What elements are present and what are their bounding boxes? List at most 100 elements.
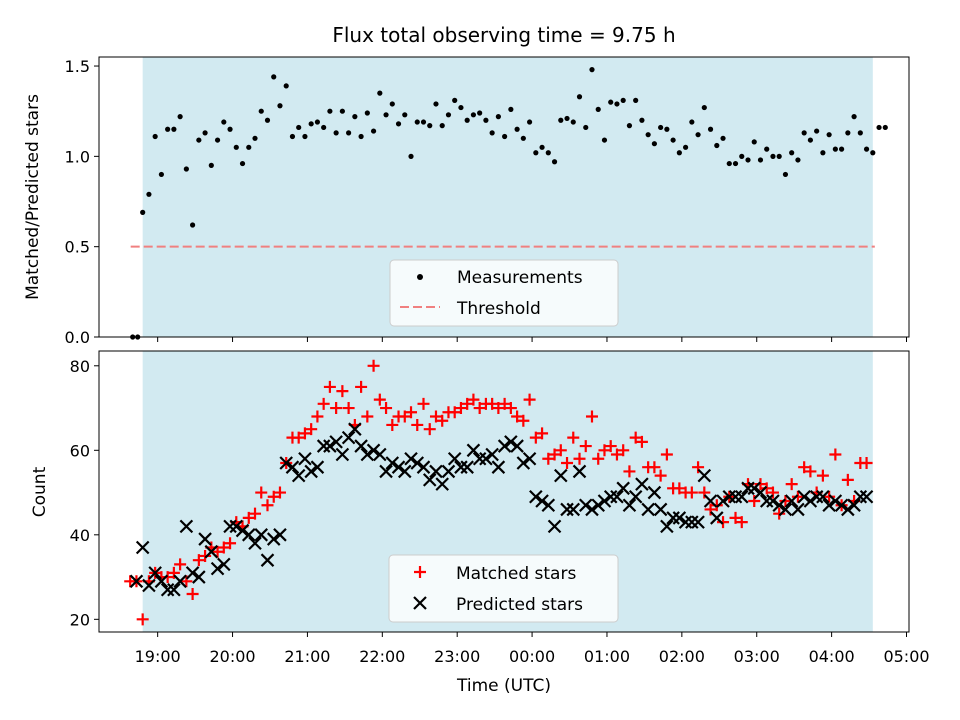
- predicted-star-point: [666, 511, 680, 525]
- measurement-point: [845, 130, 851, 136]
- measurement-point: [732, 160, 739, 167]
- predicted-star-point: [816, 490, 830, 504]
- matched-star-point: [298, 427, 311, 440]
- predicted-star-point: [429, 464, 443, 479]
- predicted-star-point: [460, 460, 474, 474]
- measurement-point: [782, 171, 789, 178]
- predicted-star-point: [154, 574, 169, 589]
- matched-star-point: [735, 516, 748, 529]
- predicted-star-point: [341, 430, 356, 445]
- figure-title: Flux total observing time = 9.75 h: [332, 23, 675, 47]
- predicted-star-point: [435, 477, 449, 491]
- matched-star-point: [841, 473, 854, 486]
- matched-star-point: [779, 495, 792, 508]
- predicted-star-point: [522, 451, 537, 466]
- measurement-point: [720, 135, 726, 141]
- measurement-point: [477, 110, 483, 116]
- measurement-point: [283, 83, 289, 89]
- measurement-point: [352, 114, 358, 120]
- measurement-point: [801, 130, 807, 136]
- measurement-point: [214, 137, 221, 143]
- predicted-star-point: [616, 481, 630, 496]
- predicted-star-point: [547, 519, 562, 534]
- predicted-stars-points: [129, 422, 874, 597]
- matched-star-point: [373, 393, 386, 406]
- matched-star-point: [567, 431, 580, 444]
- predicted-star-point: [697, 468, 712, 483]
- measurement-point: [208, 162, 214, 168]
- matched-star-point: [504, 402, 517, 415]
- matched-star-point: [292, 431, 305, 444]
- count-x-tick-label: 03:00: [734, 647, 780, 666]
- count-x-label: Time (UTC): [456, 676, 551, 696]
- predicted-star-point: [298, 451, 312, 466]
- predicted-star-point: [678, 515, 693, 529]
- measurement-point: [289, 133, 296, 140]
- measurement-point: [526, 119, 533, 125]
- predicted-star-point: [479, 451, 493, 466]
- measurement-point: [620, 97, 626, 103]
- measurement-point: [364, 110, 370, 116]
- predicted-star-point: [660, 519, 674, 534]
- count-y-axis: 20 40 60 80: [70, 357, 99, 629]
- predicted-star-point: [766, 494, 780, 508]
- measurement-point: [764, 146, 770, 152]
- measurement-point: [658, 124, 664, 131]
- matched-star-point: [249, 507, 262, 520]
- measurement-point: [258, 108, 264, 114]
- matched-star-point: [386, 418, 399, 431]
- matched-star-point: [429, 410, 442, 423]
- predicted-star-point: [142, 578, 156, 593]
- ratio-panel: 0.0 0.5 1.0 1.5 Matched/Predicted stars Mea…: [23, 56, 910, 347]
- measurement-point: [795, 157, 801, 163]
- matched-star-point: [623, 465, 636, 478]
- measurement-point: [870, 150, 876, 156]
- matched-star-point: [648, 461, 661, 474]
- matched-star-point: [454, 402, 467, 415]
- matched-star-point: [617, 444, 630, 457]
- predicted-star-point: [778, 502, 793, 517]
- legend-threshold-label: Threshold: [456, 299, 541, 319]
- ratio-y-label: Matched/Predicted stars: [23, 94, 43, 300]
- matched-star-point: [760, 482, 773, 495]
- measurement-point: [707, 126, 714, 132]
- matched-star-point: [461, 397, 474, 410]
- predicted-star-point: [329, 435, 343, 449]
- predicted-star-point: [541, 498, 556, 513]
- matched-star-point: [598, 444, 611, 457]
- predicted-star-point: [741, 481, 755, 496]
- count-legend-box: [388, 554, 619, 623]
- measurement-point: [583, 124, 589, 131]
- ratio-y-tick-label: 1.5: [65, 57, 90, 76]
- measurement-point: [152, 133, 158, 140]
- matched-star-point: [517, 414, 530, 427]
- matched-star-point: [536, 427, 549, 440]
- measurement-point: [264, 117, 271, 123]
- predicted-star-point: [485, 447, 499, 462]
- legend-predicted-marker: [413, 596, 427, 610]
- matched-star-point: [242, 511, 255, 524]
- matched-star-point: [330, 402, 343, 415]
- measurement-point: [489, 130, 495, 136]
- measurement-point: [601, 137, 608, 143]
- measurement-point: [395, 121, 402, 127]
- measurement-point: [433, 101, 439, 107]
- matched-star-point: [785, 478, 798, 491]
- measurement-point: [714, 142, 720, 149]
- measurement-point: [570, 119, 576, 125]
- measurement-point: [277, 103, 283, 109]
- measurement-point: [314, 119, 321, 125]
- predicted-star-point: [466, 443, 481, 458]
- predicted-star-point: [691, 515, 705, 529]
- matched-star-point: [704, 503, 717, 516]
- matched-star-point: [692, 461, 705, 474]
- predicted-star-point: [809, 490, 824, 504]
- matched-star-point: [136, 613, 149, 626]
- predicted-star-point: [628, 490, 643, 504]
- measurement-point: [202, 130, 208, 136]
- count-x-tick-label: 22:00: [359, 647, 405, 666]
- matched-star-point: [748, 495, 761, 508]
- predicted-star-point: [210, 561, 225, 576]
- predicted-star-point: [703, 494, 718, 508]
